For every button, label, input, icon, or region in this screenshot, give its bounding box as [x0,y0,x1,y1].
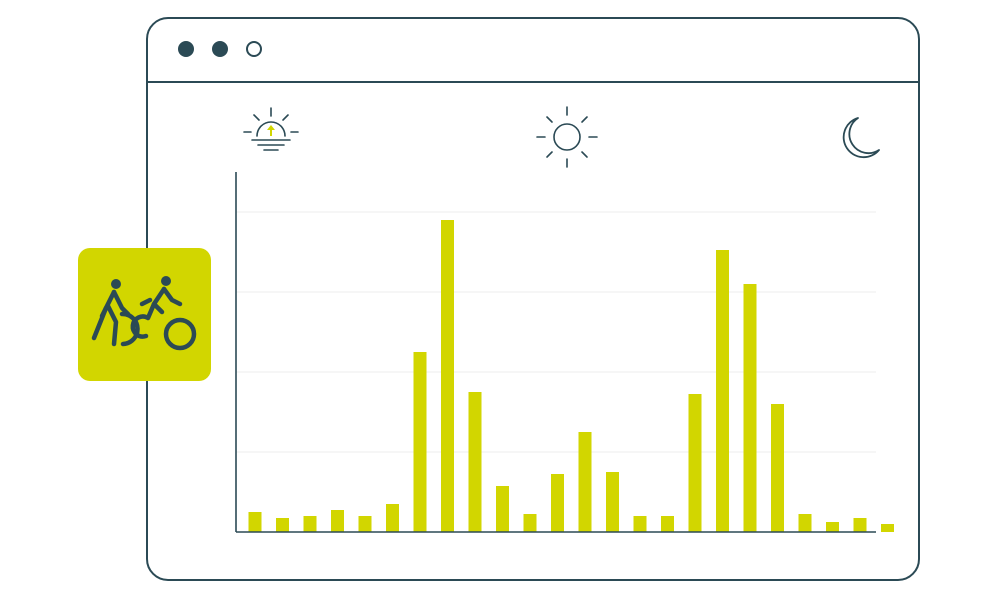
window-control-dot[interactable] [212,41,228,57]
moon-icon [842,117,880,159]
bar-18 [716,250,729,532]
bar-8 [441,220,454,532]
bar-7 [413,352,427,532]
bar-3 [303,516,317,532]
bar-10 [496,486,509,532]
bar-11 [523,514,537,532]
window-titlebar [148,19,918,83]
cyclists-badge [78,248,211,381]
bar-6 [386,504,399,532]
bar-13 [578,432,592,532]
bar-12 [551,474,564,532]
browser-window [146,17,920,581]
sun-icon [536,106,598,168]
bar-19 [743,284,757,532]
tandem-cyclists-icon [91,276,197,351]
bar-22 [826,522,839,532]
bar-15 [633,516,647,532]
bar-2 [276,518,289,532]
bar-4 [331,510,344,532]
bar-1 [248,512,262,532]
bar-17 [688,394,702,532]
bar-14 [606,472,619,532]
bar-20 [771,404,784,532]
bar-9 [468,392,482,532]
window-control-dot[interactable] [246,41,262,57]
sunrise-icon [243,107,299,151]
bar-5 [358,516,372,532]
bar-24 [881,524,894,532]
bar-23 [853,518,867,532]
bar-16 [661,516,674,532]
window-control-dot[interactable] [178,41,194,57]
bar-21 [798,514,812,532]
